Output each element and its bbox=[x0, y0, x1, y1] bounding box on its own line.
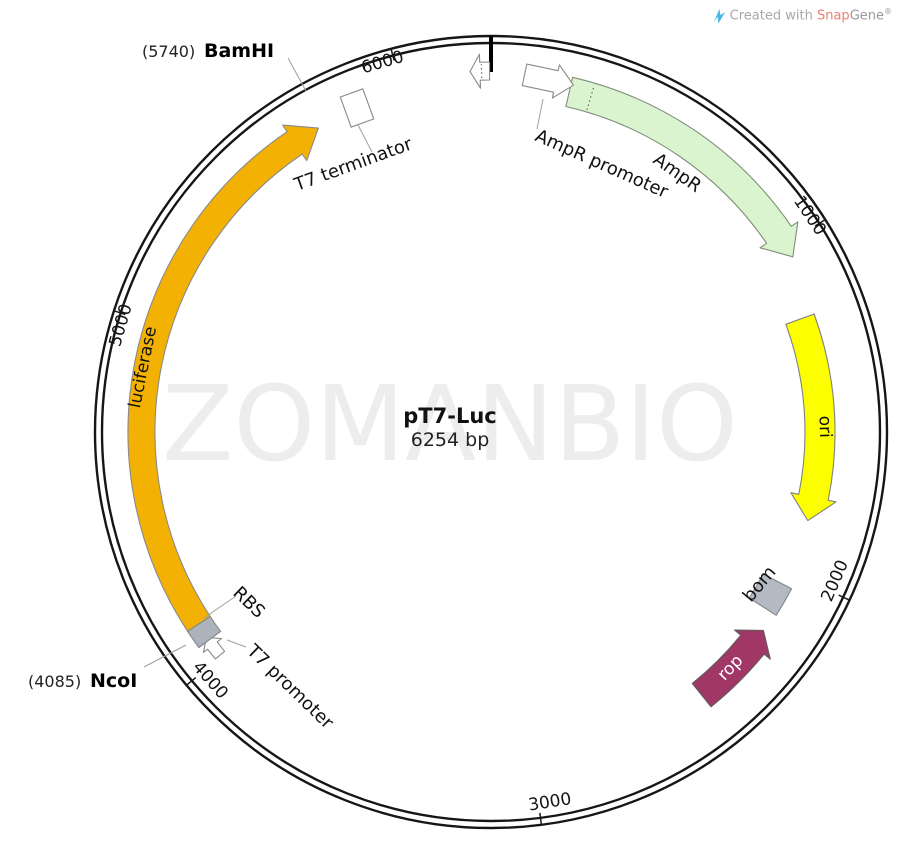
created-with-snapgene: Created with SnapGene® bbox=[711, 7, 892, 24]
NcoI-leader bbox=[143, 644, 187, 668]
feature-ori[interactable] bbox=[785, 313, 837, 522]
snapgene-logo-icon bbox=[713, 8, 725, 24]
T7-terminator-leader bbox=[357, 124, 373, 153]
feature-AmpR-boundary-dots bbox=[586, 84, 595, 111]
created-with-text: Created with bbox=[729, 8, 817, 24]
site-position-NcoI: (4085) bbox=[28, 672, 81, 691]
feature-luciferase[interactable] bbox=[127, 124, 319, 632]
feature-label-ori[interactable]: ori bbox=[814, 415, 835, 438]
tick-mark-2000 bbox=[838, 594, 850, 601]
brand-snap: Snap bbox=[816, 8, 850, 24]
feature-origin-marker[interactable] bbox=[469, 53, 491, 89]
T7-promoter-leader bbox=[226, 639, 247, 648]
tick-label-2000: 2000 bbox=[817, 557, 853, 605]
RBS-leader bbox=[203, 595, 237, 619]
feature-AmpR[interactable] bbox=[565, 76, 799, 258]
tick-label-6000: 6000 bbox=[359, 47, 406, 78]
tick-mark-4000 bbox=[186, 676, 197, 686]
tick-mark-5000 bbox=[113, 310, 126, 316]
background-watermark: ZOMANBIO bbox=[162, 363, 738, 485]
feature-T7-promoter[interactable] bbox=[202, 636, 226, 660]
site-enzyme-NcoI[interactable]: NcoI bbox=[90, 670, 137, 692]
plasmid-title-block: pT7-Luc 6254 bp bbox=[0, 404, 900, 451]
registered-mark: ® bbox=[884, 7, 892, 17]
feature-RBS[interactable] bbox=[187, 615, 222, 649]
tick-mark-1000 bbox=[814, 218, 826, 227]
site-position-BamHI: (5740) bbox=[142, 42, 195, 61]
glyph-AmpR-promoter[interactable] bbox=[521, 58, 577, 102]
glyph-T7-terminator[interactable] bbox=[339, 88, 375, 128]
BamHI-leader bbox=[287, 57, 307, 92]
tick-mark-6000 bbox=[390, 48, 395, 61]
feature-bom[interactable] bbox=[748, 573, 793, 616]
plasmid-size: 6254 bp bbox=[410, 429, 490, 451]
AmpR-promoter-leader bbox=[536, 98, 544, 130]
RBS-label[interactable]: RBS bbox=[229, 582, 269, 622]
site-enzyme-BamHI[interactable]: BamHI bbox=[204, 40, 274, 62]
feature-rop[interactable] bbox=[691, 629, 771, 708]
T7-promoter-label[interactable]: T7 promoter bbox=[242, 640, 338, 734]
plasmid-name: pT7-Luc bbox=[403, 404, 497, 428]
tick-mark-3000 bbox=[539, 812, 543, 825]
tick-label-3000: 3000 bbox=[527, 789, 573, 816]
tick-label-5000: 5000 bbox=[105, 302, 136, 349]
brand-gene: Gene bbox=[849, 8, 884, 24]
